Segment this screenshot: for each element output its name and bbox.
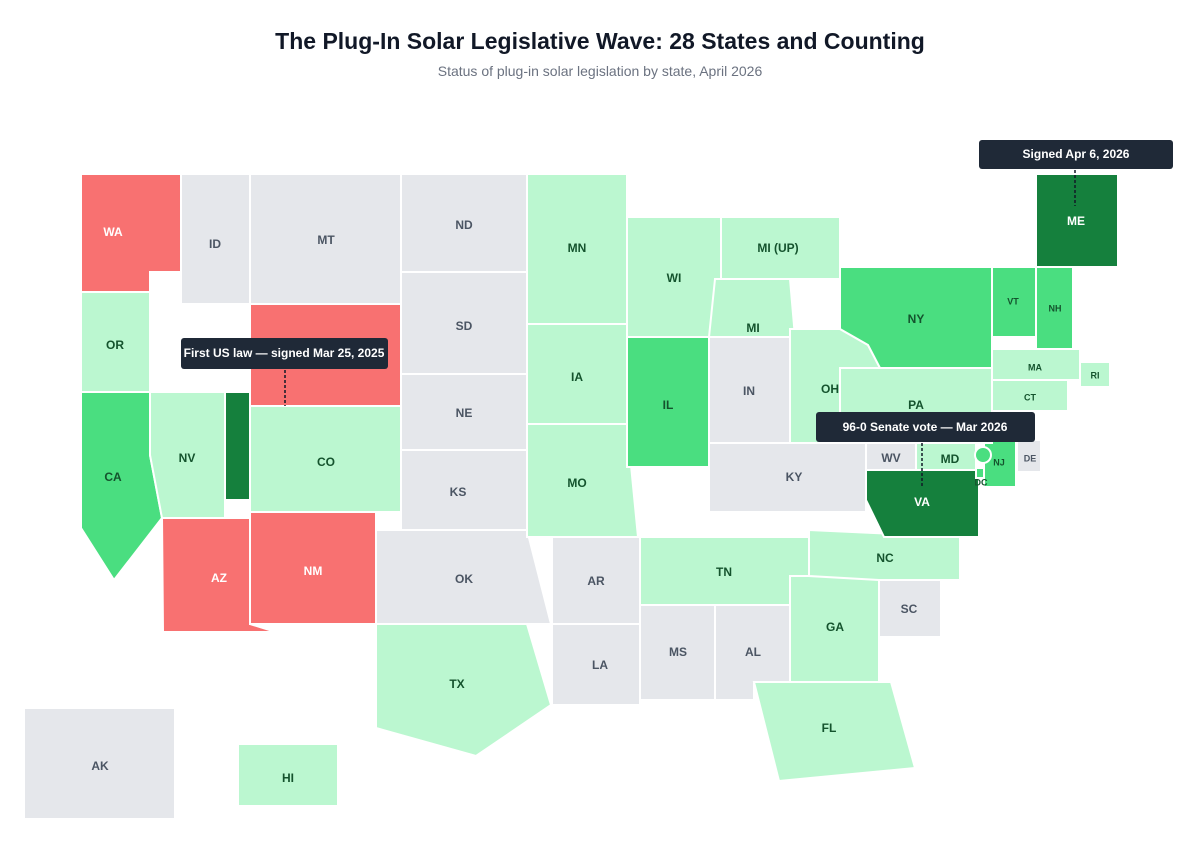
- state-label-or: OR: [106, 338, 124, 352]
- state-ak: [23, 707, 176, 820]
- state-ky: [708, 442, 867, 513]
- state-label-il: IL: [663, 398, 674, 412]
- state-label-va: VA: [914, 495, 930, 509]
- state-label-ny: NY: [908, 312, 925, 326]
- state-wa: [80, 173, 182, 293]
- state-label-md: MD: [941, 452, 960, 466]
- state-label-ky: KY: [786, 470, 803, 484]
- state-la: [551, 623, 641, 706]
- state-label-nv: NV: [179, 451, 196, 465]
- state-label-ms: MS: [669, 645, 687, 659]
- state-label-ia: IA: [571, 370, 583, 384]
- state-label-al: AL: [745, 645, 761, 659]
- state-label-wi: WI: [667, 271, 682, 285]
- state-label-nc: NC: [876, 551, 894, 565]
- state-label-ak: AK: [91, 759, 109, 773]
- state-label-id: ID: [209, 237, 221, 251]
- callout-me-text: Signed Apr 6, 2026: [1023, 147, 1130, 161]
- state-hi: [237, 743, 339, 807]
- state-label-pa: PA: [908, 398, 924, 412]
- state-label-nj: NJ: [993, 457, 1005, 467]
- state-ri: [1079, 361, 1111, 388]
- callout-ut-box: [181, 338, 388, 369]
- state-label-oh: OH: [821, 382, 839, 396]
- state-label-ok: OK: [455, 572, 473, 586]
- callout-va-text: 96-0 Senate vote — Mar 2026: [843, 420, 1008, 434]
- state-label-mt: MT: [317, 233, 335, 247]
- state-fl: [752, 681, 917, 783]
- callout-me: Signed Apr 6, 2026: [979, 140, 1173, 206]
- state-label-nd: ND: [455, 218, 473, 232]
- state-label-vt: VT: [1007, 296, 1019, 306]
- state-label-in: IN: [743, 384, 755, 398]
- state-label-ne: NE: [456, 406, 473, 420]
- state-label-az: AZ: [211, 571, 227, 585]
- state-label-ar: AR: [587, 574, 605, 588]
- state-label-nm: NM: [304, 564, 323, 578]
- state-tx: [375, 623, 553, 758]
- state-label-dc: DC: [975, 477, 988, 487]
- callout-va-box: [816, 412, 1035, 442]
- state-label-de: DE: [1024, 453, 1037, 463]
- state-label-wv: WV: [881, 451, 900, 465]
- state-label-fl: FL: [822, 721, 837, 735]
- state-label-ca: CA: [104, 470, 122, 484]
- state-label-wa: WA: [103, 225, 123, 239]
- state-label-tx: TX: [449, 677, 464, 691]
- state-label-me: ME: [1067, 214, 1085, 228]
- state-az: [160, 517, 277, 633]
- state-label-sc: SC: [901, 602, 918, 616]
- states-layer: [23, 173, 1119, 820]
- state-me: [1035, 173, 1119, 268]
- state-label-co: CO: [317, 455, 335, 469]
- state-label-mi-up: MI (UP): [757, 241, 798, 255]
- state-labels-layer: WA OR CA ID NV AZ MT CO NM ND SD NE KS OK TX MN IA MO AR LA…: [91, 214, 1099, 785]
- callout-me-box: [979, 140, 1173, 169]
- state-label-nh: NH: [1049, 303, 1062, 313]
- state-label-ma: MA: [1028, 362, 1042, 372]
- state-label-mn: MN: [568, 241, 587, 255]
- callout-va: 96-0 Senate vote — Mar 2026: [816, 412, 1035, 488]
- state-label-ri: RI: [1091, 370, 1100, 380]
- state-label-mo: MO: [567, 476, 586, 490]
- state-label-hi: HI: [282, 771, 294, 785]
- state-label-ga: GA: [826, 620, 844, 634]
- state-ct: [991, 379, 1069, 412]
- map-subtitle: Status of plug-in solar legislation by s…: [437, 63, 763, 79]
- state-label-sd: SD: [456, 319, 473, 333]
- callout-ut: First US law — signed Mar 25, 2025: [181, 338, 388, 406]
- map-title: The Plug-In Solar Legislative Wave: 28 S…: [275, 28, 925, 54]
- state-label-la: LA: [592, 658, 608, 672]
- state-label-tn: TN: [716, 565, 732, 579]
- state-label-ct: CT: [1024, 392, 1036, 402]
- callout-ut-text: First US law — signed Mar 25, 2025: [184, 346, 385, 360]
- state-label-mi: MI: [746, 321, 759, 335]
- callout-va-marker: [974, 446, 992, 464]
- state-label-ks: KS: [450, 485, 467, 499]
